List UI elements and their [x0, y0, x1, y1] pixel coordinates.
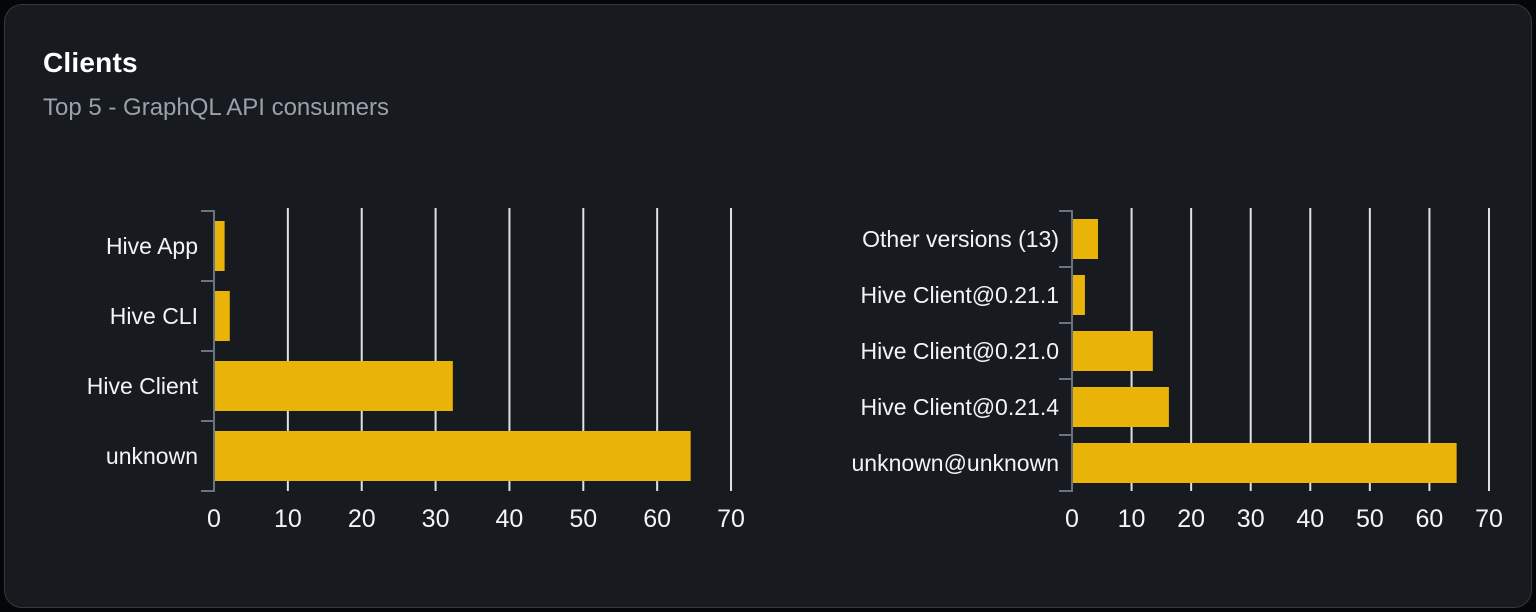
x-tick-label: 10 — [1118, 505, 1146, 533]
x-tick-label: 0 — [207, 505, 221, 533]
x-tick-label: 60 — [643, 505, 671, 533]
category-label: Hive App — [106, 233, 198, 259]
category-label: Hive Client — [87, 373, 199, 399]
clients-card: Clients Top 5 - GraphQL API consumers 0 1… — [4, 4, 1532, 608]
bar — [1073, 331, 1153, 371]
bar — [1073, 219, 1099, 259]
x-tick-label: 50 — [569, 505, 597, 533]
x-tick-label: 20 — [348, 505, 376, 533]
x-tick-label: 30 — [1237, 505, 1265, 533]
x-tick-label: 10 — [274, 505, 302, 533]
category-label: Hive CLI — [110, 303, 198, 329]
x-tick-label: 30 — [422, 505, 450, 533]
bar — [215, 221, 225, 271]
category-label: Hive Client@0.21.4 — [861, 394, 1060, 420]
category-label: Hive Client@0.21.0 — [861, 338, 1060, 364]
card-header: Clients Top 5 - GraphQL API consumers — [43, 47, 389, 122]
bar — [1073, 443, 1457, 483]
category-label: unknown@unknown — [852, 450, 1059, 476]
x-tick-label: 60 — [1416, 505, 1444, 533]
bar — [215, 291, 230, 341]
category-label: unknown — [106, 443, 198, 469]
x-tick-label: 50 — [1356, 505, 1384, 533]
category-label: Hive Client@0.21.1 — [861, 282, 1060, 308]
x-tick-label: 40 — [1296, 505, 1324, 533]
clients-by-version-chart: 0 10 20 30 40 50 60 70 Other versions (13) Hive C… — [852, 208, 1503, 533]
bar — [1073, 275, 1085, 315]
x-tick-label: 20 — [1177, 505, 1205, 533]
clients-by-name-chart: 0 10 20 30 40 50 60 70 Hive App Hive CLI Hive Clie… — [87, 208, 745, 533]
bar — [215, 431, 691, 481]
x-tick-label: 0 — [1065, 505, 1079, 533]
category-label: Other versions (13) — [862, 226, 1059, 252]
bar — [215, 361, 453, 411]
card-subtitle: Top 5 - GraphQL API consumers — [43, 94, 389, 122]
x-tick-label: 70 — [717, 505, 745, 533]
card-title: Clients — [43, 47, 138, 78]
x-tick-label: 70 — [1475, 505, 1503, 533]
bar — [1073, 387, 1169, 427]
x-tick-label: 40 — [496, 505, 524, 533]
